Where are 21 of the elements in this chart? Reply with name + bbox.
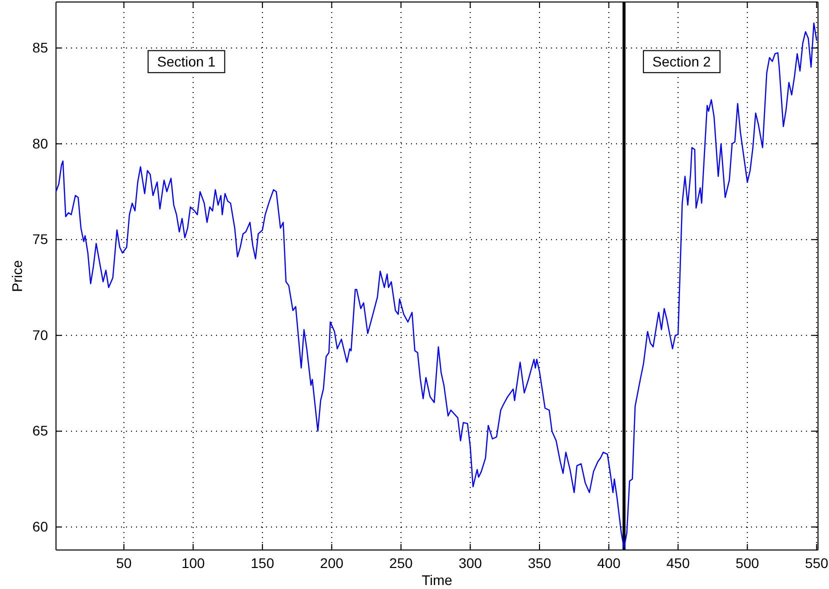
x-tick-label: 100 bbox=[181, 554, 206, 571]
y-tick-label: 75 bbox=[32, 231, 48, 248]
x-axis-title: Time bbox=[422, 572, 453, 588]
x-tick-label: 500 bbox=[736, 554, 760, 571]
x-tick-label: 450 bbox=[666, 554, 690, 571]
x-tick-label: 350 bbox=[528, 554, 552, 571]
x-tick-label: 50 bbox=[116, 554, 132, 571]
annotation: Section 1 bbox=[157, 54, 216, 70]
y-tick-label: 85 bbox=[32, 39, 48, 56]
x-tick-label: 150 bbox=[250, 554, 274, 571]
y-tick-label: 70 bbox=[32, 326, 48, 343]
x-tick-label: 200 bbox=[320, 554, 344, 571]
annotation: Section 2 bbox=[652, 54, 711, 70]
y-axis-title: Price bbox=[9, 260, 25, 292]
y-tick-label: 65 bbox=[32, 422, 48, 439]
y-tick-label: 60 bbox=[32, 518, 48, 534]
x-tick-label: 400 bbox=[597, 554, 621, 571]
y-tick-label: 80 bbox=[32, 135, 48, 152]
x-tick-label: 550 bbox=[804, 554, 829, 571]
x-tick-label: 300 bbox=[458, 554, 482, 571]
x-tick-label: 250 bbox=[389, 554, 413, 571]
